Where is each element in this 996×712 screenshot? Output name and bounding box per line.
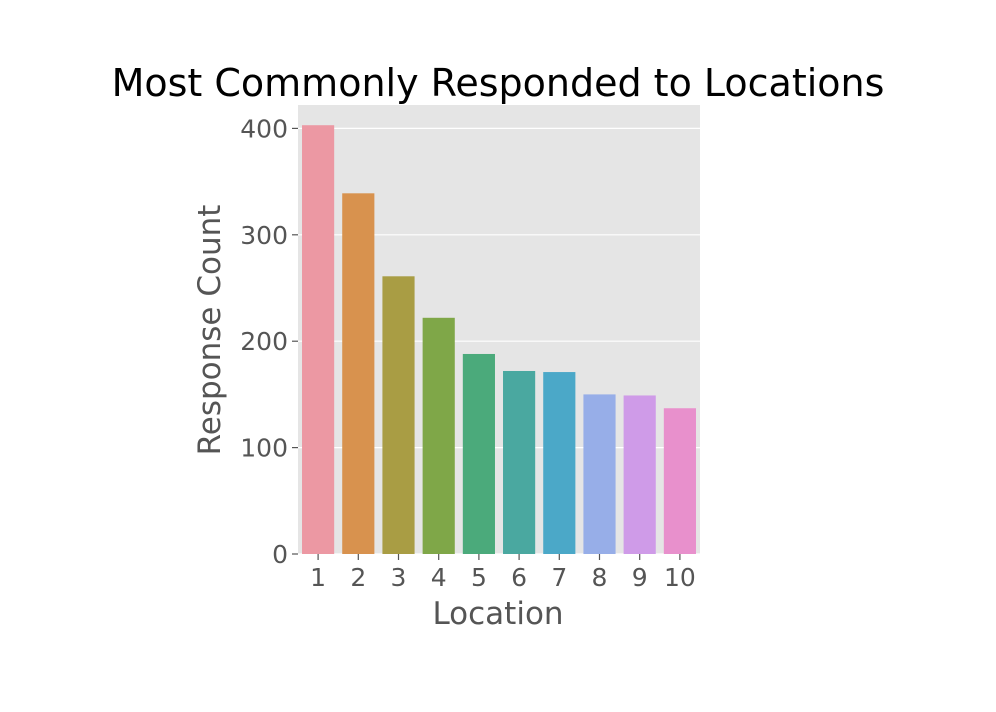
x-tick-label: 3 — [391, 563, 407, 592]
x-tick-label: 8 — [592, 563, 608, 592]
x-tick-label: 1 — [310, 563, 326, 592]
x-tick-label: 2 — [350, 563, 366, 592]
y-axis-label: Response Count — [192, 205, 228, 456]
x-tick-label: 5 — [471, 563, 487, 592]
bar-location-4 — [422, 317, 455, 554]
bar-location-5 — [462, 353, 495, 554]
bar-location-9 — [623, 395, 656, 554]
y-tick-label: 300 — [240, 221, 288, 250]
x-tick-label: 10 — [664, 563, 696, 592]
bar-location-7 — [543, 372, 576, 554]
bar-location-2 — [342, 193, 375, 554]
x-tick-label: 7 — [551, 563, 567, 592]
bar-location-10 — [663, 408, 696, 554]
bar-location-3 — [382, 276, 415, 554]
bar-location-1 — [302, 125, 335, 554]
x-tick-label: 9 — [632, 563, 648, 592]
bar-location-8 — [583, 394, 616, 554]
y-tick-label: 400 — [240, 114, 288, 143]
y-tick-label: 0 — [272, 540, 288, 569]
y-axis-ticks: 0 100 200 300 400 — [240, 114, 298, 569]
bar-location-6 — [503, 370, 536, 554]
chart-title: Most Commonly Responded to Locations — [112, 61, 885, 105]
bars — [302, 125, 696, 554]
y-tick-label: 100 — [240, 434, 288, 463]
x-axis-label: Location — [432, 596, 563, 632]
x-tick-label: 4 — [431, 563, 447, 592]
x-tick-label: 6 — [511, 563, 527, 592]
y-tick-label: 200 — [240, 327, 288, 356]
x-axis-ticks: 1 2 3 4 5 6 7 8 9 10 — [310, 554, 696, 592]
